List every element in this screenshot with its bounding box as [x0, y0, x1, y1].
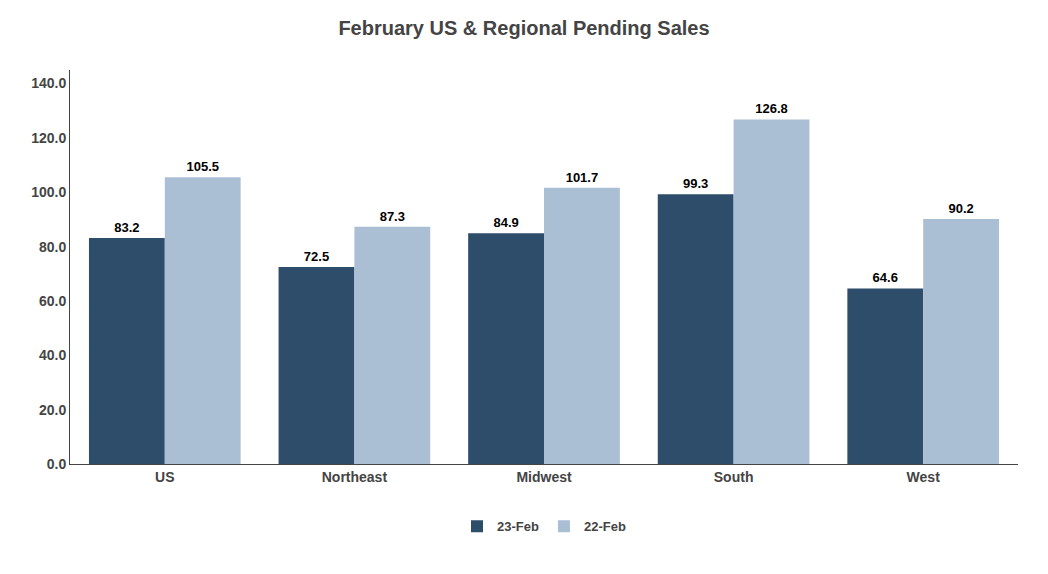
svg-text:90.2: 90.2: [948, 201, 973, 216]
svg-text:72.5: 72.5: [304, 249, 329, 264]
svg-text:23-Feb: 23-Feb: [497, 519, 539, 534]
svg-text:22-Feb: 22-Feb: [584, 519, 626, 534]
svg-text:84.9: 84.9: [493, 215, 518, 230]
svg-text:February US & Regional Pending: February US & Regional Pending Sales: [338, 17, 709, 39]
svg-text:West: West: [907, 469, 941, 485]
svg-text:South: South: [714, 469, 754, 485]
svg-text:Midwest: Midwest: [516, 469, 572, 485]
svg-text:20.0: 20.0: [39, 402, 66, 418]
svg-text:80.0: 80.0: [39, 239, 66, 255]
svg-text:120.0: 120.0: [31, 130, 66, 146]
svg-text:Northeast: Northeast: [322, 469, 388, 485]
svg-text:126.8: 126.8: [755, 101, 788, 116]
svg-text:0.0: 0.0: [47, 456, 67, 472]
svg-text:99.3: 99.3: [683, 176, 708, 191]
svg-text:64.6: 64.6: [873, 270, 898, 285]
svg-text:60.0: 60.0: [39, 293, 66, 309]
svg-text:105.5: 105.5: [186, 159, 219, 174]
svg-text:US: US: [155, 469, 174, 485]
svg-text:40.0: 40.0: [39, 347, 66, 363]
svg-text:100.0: 100.0: [31, 184, 66, 200]
svg-text:140.0: 140.0: [31, 75, 66, 91]
svg-text:101.7: 101.7: [566, 170, 599, 185]
svg-text:83.2: 83.2: [114, 220, 139, 235]
svg-text:87.3: 87.3: [380, 209, 405, 224]
